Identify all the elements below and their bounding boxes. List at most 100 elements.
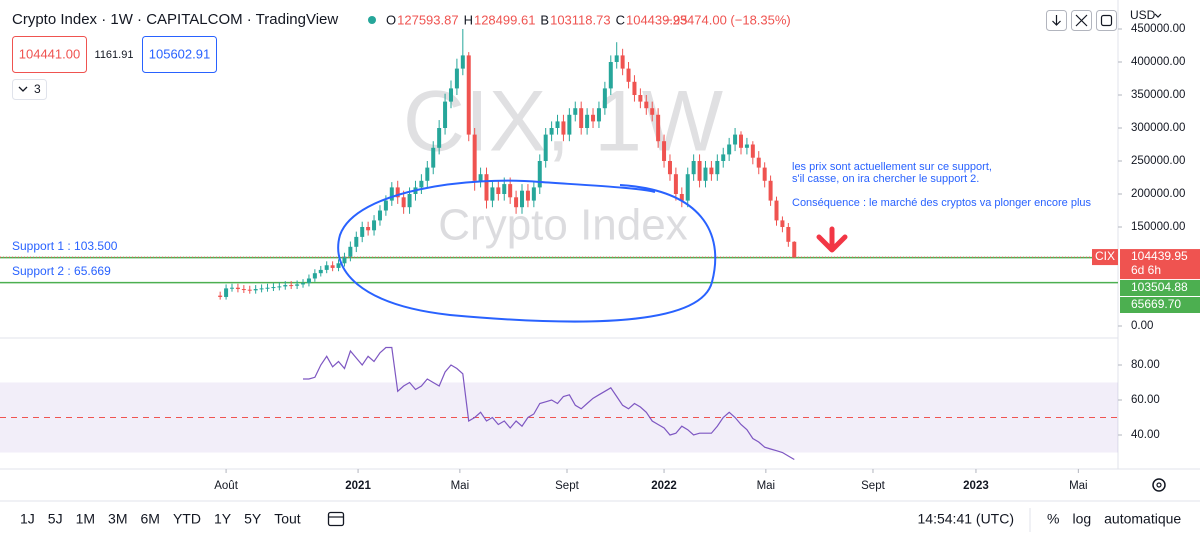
candle-body — [715, 160, 720, 175]
candle-body — [721, 154, 726, 161]
y-tick-label: 60.00 — [1131, 394, 1160, 406]
range-button[interactable]: 1M — [76, 511, 95, 527]
candle-body — [614, 55, 619, 62]
icon — [1156, 482, 1162, 488]
candle-body — [525, 190, 530, 201]
x-tick-label: Mai — [757, 480, 776, 492]
last-price-label: 104439.95 — [1131, 249, 1188, 263]
candle-body — [466, 55, 471, 135]
x-tick-label: 2022 — [651, 480, 677, 492]
indicators-count[interactable]: 3 — [34, 82, 41, 96]
x-tick-label: Sept — [861, 480, 885, 492]
candle-body — [662, 141, 667, 161]
range-button[interactable]: 6M — [141, 511, 160, 527]
sell-price[interactable]: 104441.00 — [19, 46, 80, 61]
candle-body — [520, 190, 525, 208]
ohlc-key: O — [386, 12, 396, 27]
candle-body — [591, 114, 596, 122]
annotation-line: les prix sont actuellement sur ce suppor… — [792, 161, 992, 173]
y-tick-label: 400000.00 — [1131, 56, 1185, 68]
change: −23474.00 (−18.35%) — [665, 12, 791, 27]
currency[interactable]: USD — [1130, 8, 1156, 22]
candle-body — [312, 273, 317, 279]
scale-option[interactable]: % — [1047, 511, 1059, 527]
candle-body — [342, 256, 347, 264]
x-tick-label: 2021 — [345, 480, 371, 492]
candle-body — [703, 167, 708, 181]
settings-button[interactable] — [1152, 478, 1166, 492]
y-tick-label: 150000.00 — [1131, 221, 1185, 233]
scale-option[interactable]: log — [1072, 511, 1091, 527]
symbol-tag — [1092, 249, 1118, 266]
x-tick-label: Août — [214, 480, 238, 492]
range-button[interactable]: 5Y — [244, 511, 262, 527]
candle-body — [738, 134, 743, 148]
ohlc-value: 128499.61 — [474, 12, 535, 27]
range-button[interactable]: YTD — [173, 511, 201, 527]
candle-body — [768, 180, 773, 201]
rsi-band — [0, 382, 1118, 453]
range-button[interactable]: 1Y — [214, 511, 232, 527]
market-status — [368, 16, 376, 24]
annotation-line: s'il casse, on ira chercher le support 2… — [792, 173, 979, 185]
x-tick-label: 2023 — [963, 480, 989, 492]
range-button[interactable]: 1J — [20, 511, 35, 527]
candle-body — [478, 174, 483, 181]
goto-date-button[interactable] — [327, 511, 345, 527]
candle-body — [496, 187, 501, 194]
candle-body — [620, 55, 625, 69]
buy-price[interactable]: 105602.91 — [149, 46, 210, 61]
rsi-line — [303, 346, 795, 461]
icon — [1075, 14, 1088, 27]
candle-body — [484, 174, 489, 201]
symbol-title[interactable]: Crypto Index · 1W · CAPITALCOM · Trading… — [12, 11, 338, 28]
y-tick-label: 80.00 — [1131, 359, 1160, 371]
candle-body — [656, 114, 661, 142]
candle-body — [395, 187, 400, 198]
ohlc-value: 127593.87 — [397, 12, 458, 27]
candle-body — [585, 114, 590, 128]
candle-body — [679, 193, 684, 201]
candle-body — [372, 220, 377, 231]
y-tick-label: 250000.00 — [1131, 155, 1185, 167]
support-label: Support 1 : 103.500 — [12, 239, 118, 253]
candle-body — [602, 88, 607, 109]
y-tick-label: 200000.00 — [1131, 188, 1185, 200]
y-tick-label: 300000.00 — [1131, 122, 1185, 134]
candle-body — [431, 147, 436, 168]
fullscreen-button[interactable] — [1096, 10, 1117, 31]
x-tick-label: Mai — [451, 480, 470, 492]
candle-body — [502, 184, 507, 194]
candle-body — [472, 134, 477, 181]
candle-body — [756, 157, 761, 168]
candle-body — [697, 160, 702, 181]
indicators-toggle[interactable] — [12, 79, 47, 100]
sell-button[interactable] — [12, 36, 87, 73]
clock[interactable]: 14:54:41 (UTC) — [918, 511, 1014, 527]
candle-body — [596, 108, 601, 122]
price-tag — [1120, 280, 1200, 296]
candle-body — [289, 285, 294, 287]
range-button[interactable]: 5J — [48, 511, 63, 527]
ohlc-key: B — [540, 12, 549, 27]
icon — [1052, 15, 1061, 26]
candle-body — [762, 167, 767, 181]
candle-body — [673, 174, 678, 194]
candle-body — [573, 108, 578, 115]
candle-body — [324, 265, 329, 270]
price-tag — [1120, 297, 1200, 313]
candle-body — [389, 187, 394, 201]
candle-body — [543, 134, 548, 161]
candle-body — [407, 193, 412, 208]
candle-body — [271, 287, 276, 289]
ohlc-value: 104439.95 — [626, 12, 687, 27]
range-button[interactable]: 3M — [108, 511, 127, 527]
candle-body — [348, 246, 353, 257]
candle-body — [224, 288, 229, 297]
candle-body — [306, 278, 311, 284]
range-button[interactable]: Tout — [274, 511, 301, 527]
candle-body — [561, 121, 566, 135]
buy-button[interactable] — [142, 36, 217, 73]
scale-option[interactable]: automatique — [1104, 511, 1181, 527]
